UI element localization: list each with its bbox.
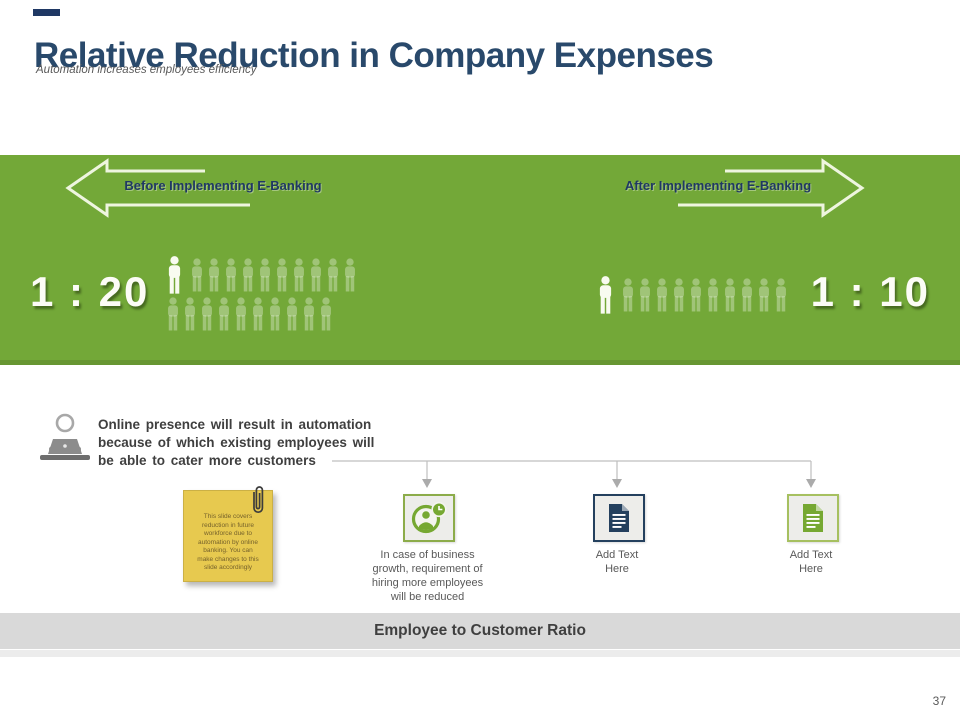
person-icon <box>168 256 181 294</box>
person-icon <box>219 297 229 331</box>
person-icon <box>321 297 331 331</box>
branch-connector-lines <box>332 460 816 488</box>
branch-caption-1: In case of business growth, requirement … <box>371 549 484 603</box>
person-icon <box>202 297 212 331</box>
banner-bottom-strip <box>0 360 960 365</box>
person-icon <box>226 258 236 292</box>
ratio-before-value: 1 : 20 <box>30 268 150 315</box>
person-icon <box>277 258 287 292</box>
people-row <box>596 276 789 314</box>
sticky-note-text: This slide covers reduction in future wo… <box>197 513 259 571</box>
person-icon <box>708 278 718 312</box>
insight-text: Online presence will result in automatio… <box>98 417 375 468</box>
person-icon <box>270 297 280 331</box>
page-number: 37 <box>932 694 946 708</box>
ratio-after-value: 1 : 10 <box>810 268 930 315</box>
branch-icon-box-1 <box>403 494 455 542</box>
person-icon <box>192 258 202 292</box>
person-icon <box>294 258 304 292</box>
before-ebanking-label: Before Implementing E-Banking <box>124 178 322 193</box>
person-icon <box>725 278 735 312</box>
person-icon <box>253 297 263 331</box>
title-accent-bar <box>33 9 60 16</box>
employee-clock-icon <box>411 501 447 534</box>
person-icon <box>168 297 178 331</box>
person-icon <box>260 258 270 292</box>
right-arrow-icon <box>678 158 865 218</box>
person-icon <box>311 258 321 292</box>
person-icon <box>328 258 338 292</box>
document-icon <box>803 504 823 532</box>
person-icon <box>236 297 246 331</box>
people-row <box>165 256 358 294</box>
people-row <box>165 295 358 333</box>
branch-caption-2: Add Text Here <box>595 549 639 575</box>
sticky-note: This slide covers reduction in future wo… <box>183 486 273 582</box>
person-icon <box>742 278 752 312</box>
person-icon <box>304 297 314 331</box>
slide-subtitle: Automation increases employees efficienc… <box>36 64 257 76</box>
person-icon <box>209 258 219 292</box>
person-icon <box>623 278 633 312</box>
person-icon <box>674 278 684 312</box>
person-at-laptop-icon <box>40 413 90 460</box>
ratio-banner: Before Implementing E-Banking After Impl… <box>0 155 960 365</box>
footer-bar: Employee to Customer Ratio <box>0 613 960 649</box>
branch-caption-3: Add Text Here <box>789 549 833 575</box>
paperclip-icon <box>253 486 264 514</box>
person-icon <box>657 278 667 312</box>
person-icon <box>243 258 253 292</box>
person-icon <box>691 278 701 312</box>
footer-bar-title: Employee to Customer Ratio <box>374 622 586 639</box>
footer-strip <box>0 650 960 657</box>
document-icon <box>609 504 629 532</box>
person-icon <box>185 297 195 331</box>
after-ebanking-label: After Implementing E-Banking <box>624 178 812 193</box>
person-icon <box>345 258 355 292</box>
branch-icon-box-2 <box>593 494 645 542</box>
left-arrow-icon <box>65 158 250 218</box>
person-icon <box>287 297 297 331</box>
people-pictogram-before <box>165 256 358 333</box>
page-title: Relative Reduction in Company Expenses <box>34 36 714 76</box>
person-icon <box>776 278 786 312</box>
person-icon <box>759 278 769 312</box>
branch-icon-box-3 <box>787 494 839 542</box>
person-icon <box>640 278 650 312</box>
people-pictogram-after <box>596 276 789 314</box>
person-icon <box>599 276 612 314</box>
